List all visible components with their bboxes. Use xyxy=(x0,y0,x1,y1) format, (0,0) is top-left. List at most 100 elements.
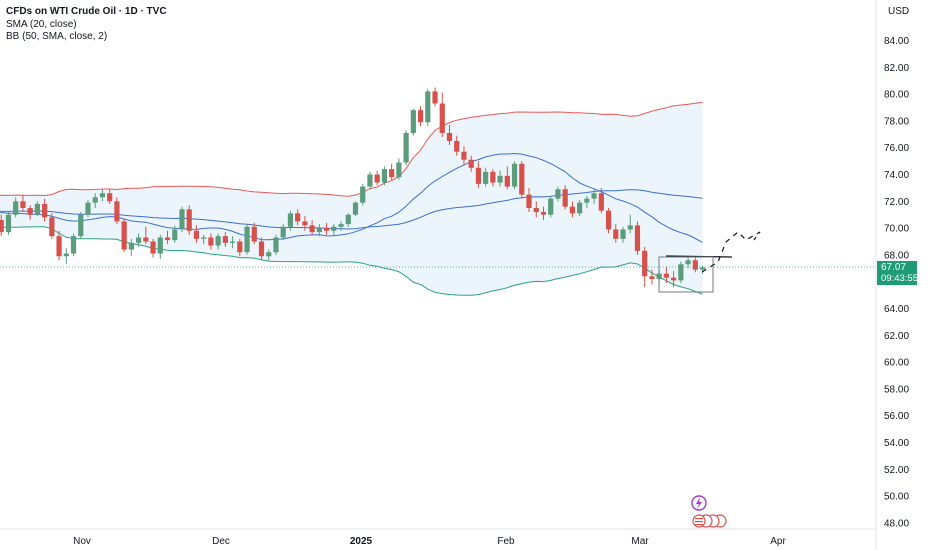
candle xyxy=(42,198,48,222)
indicator-lines xyxy=(0,101,703,296)
candle-body xyxy=(692,260,698,270)
candle-body xyxy=(323,228,330,231)
candle-body xyxy=(432,91,438,104)
price-tick-label: 58.00 xyxy=(884,384,909,395)
candle-body xyxy=(201,237,207,239)
candle-body xyxy=(591,193,597,199)
candle-body xyxy=(99,193,106,198)
candle-body xyxy=(396,162,402,178)
candle-body xyxy=(193,230,200,239)
candle-body xyxy=(258,241,265,257)
bar-close-countdown: 09:43:55 xyxy=(881,273,918,284)
candle-body xyxy=(468,159,474,168)
projection-path-drawing[interactable] xyxy=(701,231,761,273)
candle-body xyxy=(34,203,40,215)
candle-body xyxy=(497,175,503,183)
last-price-badge: 67.07 09:43:55 xyxy=(877,261,918,285)
candle-body xyxy=(605,210,612,230)
candlesticks xyxy=(0,87,706,288)
candle-body xyxy=(172,229,178,241)
candle-body xyxy=(251,226,257,242)
candle xyxy=(49,213,55,239)
candle xyxy=(511,161,518,190)
economic-events-icons[interactable] xyxy=(692,514,727,528)
bb-fill-area xyxy=(0,102,703,296)
price-tick-label: 60.00 xyxy=(884,358,909,369)
candle-body xyxy=(548,198,554,215)
candle xyxy=(678,261,684,284)
candle xyxy=(309,220,315,235)
candle-body xyxy=(266,252,272,257)
candle-body xyxy=(410,110,416,133)
indicator-bb-label[interactable]: BB (50, SMA, close, 2) xyxy=(6,31,108,42)
candle xyxy=(569,201,575,218)
sma-20-line xyxy=(0,152,703,243)
price-tick-label: 84.00 xyxy=(884,36,909,47)
candle xyxy=(620,226,626,243)
last-price-value: 67.07 xyxy=(881,262,907,273)
candle-body xyxy=(620,229,626,239)
candle xyxy=(56,230,62,261)
candle xyxy=(417,106,424,127)
candle-body xyxy=(42,203,48,218)
candle xyxy=(555,186,561,202)
candle xyxy=(222,232,228,247)
candle-body xyxy=(634,225,641,251)
candle xyxy=(634,221,641,255)
candle-body xyxy=(671,277,677,281)
candle xyxy=(403,130,409,166)
candle xyxy=(483,167,489,187)
candle-body xyxy=(345,214,351,225)
range-box-drawing[interactable] xyxy=(658,256,714,293)
candle xyxy=(208,233,214,250)
candle-body xyxy=(627,225,633,230)
candle xyxy=(389,163,395,180)
candle-body xyxy=(316,228,322,233)
candle xyxy=(591,189,597,204)
candle xyxy=(280,224,286,241)
candle xyxy=(34,201,40,217)
candle xyxy=(360,183,366,206)
candle-body xyxy=(475,167,482,184)
candle-body xyxy=(136,237,142,243)
chart-title: CFDs on WTI Crude Oil · 1D · TVC xyxy=(6,6,167,17)
indicator-sma-label[interactable]: SMA (20, close) xyxy=(6,19,77,30)
candle xyxy=(396,158,402,180)
candle-body xyxy=(49,217,55,237)
candle-body xyxy=(533,208,539,213)
candle-body xyxy=(526,194,532,208)
candle-body xyxy=(381,169,388,183)
price-tick-label: 64.00 xyxy=(884,304,909,315)
candle-body xyxy=(483,171,489,184)
candle xyxy=(504,166,510,190)
candle xyxy=(157,234,163,259)
candle xyxy=(5,212,12,235)
candle xyxy=(193,225,200,243)
candle-body xyxy=(374,174,380,183)
candle-body xyxy=(490,171,496,183)
candle-body xyxy=(186,209,192,231)
candle-body xyxy=(309,225,315,233)
candle xyxy=(323,222,330,235)
candle-body xyxy=(540,212,547,215)
time-tick-label: Nov xyxy=(73,536,91,547)
candle xyxy=(251,222,257,245)
candle-body xyxy=(164,237,171,241)
candle xyxy=(475,161,482,188)
currency-label[interactable]: USD xyxy=(888,6,910,17)
candle xyxy=(316,224,322,237)
candle-body xyxy=(555,189,561,199)
candle xyxy=(548,195,554,218)
candle-body xyxy=(439,103,445,133)
candle-body xyxy=(577,202,583,214)
candle-body xyxy=(273,237,279,253)
candle xyxy=(27,205,33,221)
candle-body xyxy=(584,198,590,203)
candle-body xyxy=(454,141,460,152)
candle-body xyxy=(446,132,453,141)
candle-body xyxy=(222,236,228,243)
candle xyxy=(562,185,568,210)
candle xyxy=(454,135,460,156)
time-axis[interactable]: Nov Dec 2025 Feb Mar Apr xyxy=(73,536,786,547)
